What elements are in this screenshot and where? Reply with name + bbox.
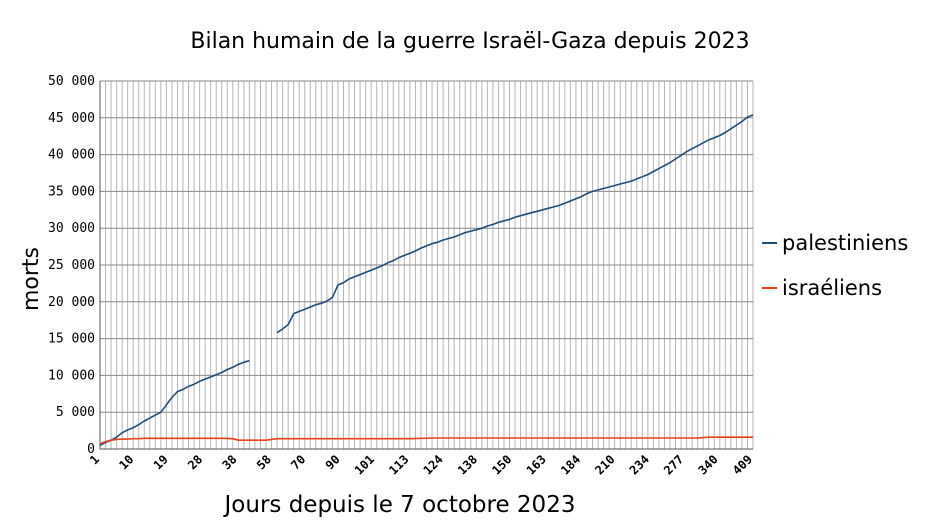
- y-tick-label: 0: [87, 442, 95, 457]
- legend: palestiniens israéliens: [762, 231, 908, 300]
- y-tick-label: 15 000: [48, 332, 95, 347]
- series-line-palestiniens: [99, 359, 250, 447]
- y-tick-labels: 0 5 000 10 000 15 000 20 000 25 000 30 000 35 0…: [48, 74, 95, 457]
- series-line-israeliens: [99, 436, 753, 445]
- y-tick-label: 25 000: [48, 258, 95, 273]
- series-lines: [99, 114, 754, 447]
- y-tick-label: 35 000: [48, 184, 95, 199]
- chart-title: Bilan humain de la guerre Israël-Gaza de…: [190, 29, 749, 54]
- y-tick-label: 10 000: [48, 368, 95, 383]
- legend-label-palestiniens: palestiniens: [782, 231, 908, 255]
- y-tick-label: 50 000: [48, 74, 95, 89]
- y-tick-label: 40 000: [48, 148, 95, 163]
- legend-label-israeliens: israéliens: [782, 276, 882, 300]
- y-tick-label: 45 000: [48, 111, 95, 126]
- y-tick-label: 5 000: [56, 405, 95, 420]
- y-tick-label: 20 000: [48, 295, 95, 310]
- axes: [99, 81, 753, 450]
- x-axis-label: Jours depuis le 7 octobre 2023: [223, 492, 576, 518]
- y-axis-label: morts: [19, 247, 44, 311]
- series-line-palestiniens: [276, 114, 754, 334]
- y-tick-label: 30 000: [48, 221, 95, 236]
- grid: [99, 80, 754, 450]
